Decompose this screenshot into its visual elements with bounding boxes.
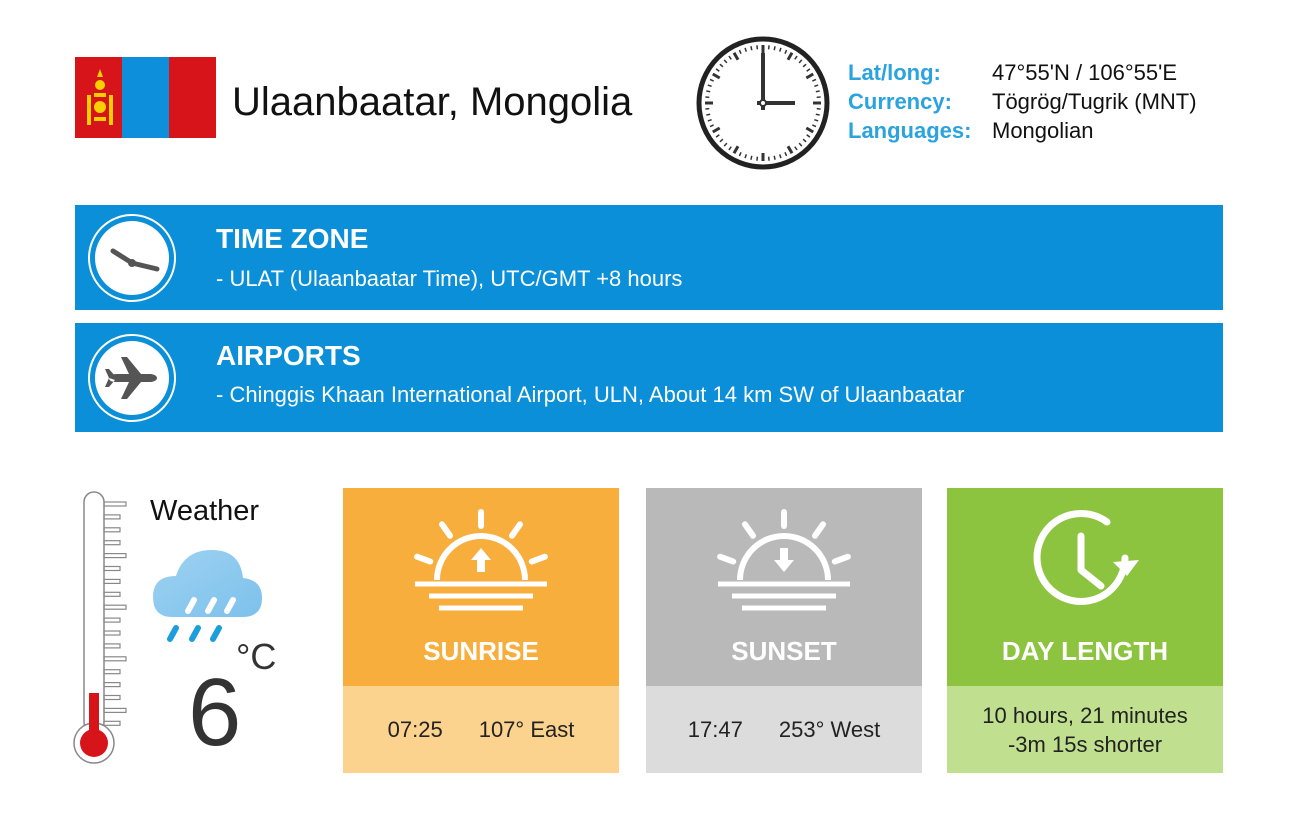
timezone-title: TIME ZONE bbox=[216, 223, 369, 254]
temperature-unit: °C bbox=[236, 636, 277, 677]
mongolia-flag bbox=[75, 57, 216, 138]
day-length-value: 10 hours, 21 minutes bbox=[982, 702, 1188, 728]
day-length-label: DAY LENGTH bbox=[1001, 636, 1169, 666]
sunset-label: SUNSET bbox=[731, 636, 837, 666]
airports-detail: - Chinggis Khaan International Airport, … bbox=[216, 382, 965, 407]
day-length-change: -3m 15s shorter bbox=[1007, 731, 1163, 757]
airports-title: AIRPORTS bbox=[216, 340, 361, 371]
weather-label: Weather bbox=[150, 495, 260, 527]
clock-icon bbox=[696, 36, 830, 170]
sunrise-card: SUNRISE 07:25 107° East bbox=[343, 488, 619, 773]
city-title: Ulaanbaatar, Mongolia bbox=[232, 80, 633, 124]
clock-refresh-icon bbox=[1033, 510, 1139, 605]
day-length-card: DAY LENGTH 10 hours, 21 minutes -3m 15s s… bbox=[947, 488, 1223, 773]
sunrise-icon bbox=[414, 509, 548, 611]
sunset-direction: 253° West bbox=[778, 716, 881, 742]
airplane-icon bbox=[88, 333, 176, 422]
info-row-languages: Languages: Mongolian bbox=[848, 118, 1094, 143]
sunrise-time: 07:25 bbox=[387, 716, 443, 742]
timezone-panel: TIME ZONE - ULAT (Ulaanbaatar Time), UTC… bbox=[75, 205, 1223, 310]
thermometer-icon bbox=[73, 491, 127, 764]
clock-icon bbox=[88, 213, 176, 302]
info-row-latlong: Lat/long: 47°55'N / 106°55'E bbox=[848, 60, 1178, 85]
sunrise-direction: 107° East bbox=[478, 716, 575, 742]
sunset-icon bbox=[717, 509, 851, 611]
airports-panel: AIRPORTS - Chinggis Khaan International … bbox=[75, 323, 1223, 432]
info-row-currency: Currency: Tögrög/Tugrik (MNT) bbox=[848, 89, 1197, 114]
sunset-card: SUNSET 17:47 253° West bbox=[646, 488, 922, 773]
city-info: Lat/long: 47°55'N / 106°55'E Currency: Tög… bbox=[848, 58, 1197, 145]
rain-cloud-icon bbox=[153, 550, 262, 642]
sunset-time: 17:47 bbox=[687, 716, 743, 742]
temperature-value: 6 bbox=[188, 659, 242, 766]
timezone-detail: - ULAT (Ulaanbaatar Time), UTC/GMT +8 ho… bbox=[216, 266, 683, 291]
sunrise-label: SUNRISE bbox=[423, 636, 539, 666]
